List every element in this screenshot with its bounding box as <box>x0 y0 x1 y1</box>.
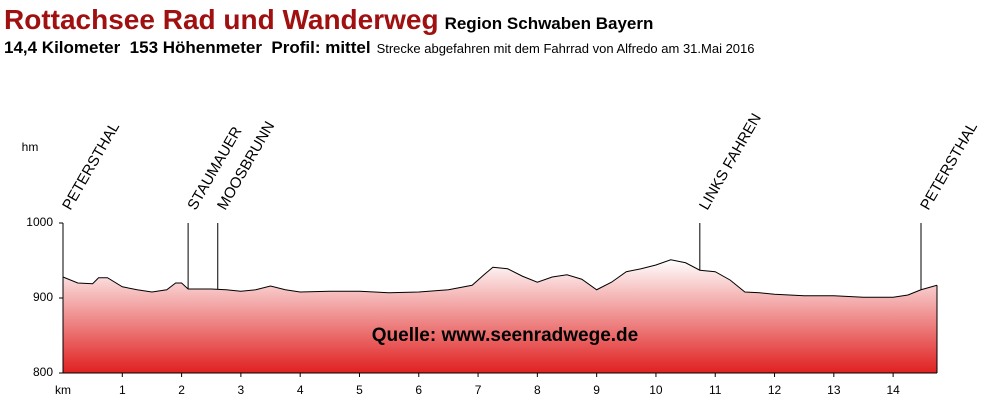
x-tick-label: 2 <box>178 383 185 397</box>
marker-label: PETERSTHAL <box>59 119 123 213</box>
x-tick-label: 1 <box>119 383 126 397</box>
x-axis-label: km <box>55 383 71 397</box>
x-tick-label: 4 <box>297 383 304 397</box>
marker-label: PETERSTHAL <box>917 119 981 213</box>
x-tick-label: 11 <box>709 383 722 397</box>
stats: 14,4 Kilometer 153 Höhenmeter Profil: mi… <box>4 38 371 57</box>
profile-area <box>63 259 937 373</box>
y-tick-label: 800 <box>33 365 53 379</box>
x-tick-label: 14 <box>886 383 900 397</box>
x-tick-label: 10 <box>649 383 663 397</box>
x-tick-label: 9 <box>593 383 600 397</box>
x-tick-label: 12 <box>768 383 782 397</box>
subtitle: Region Schwaben Bayern <box>444 14 654 33</box>
source: Quelle: www.seenradwege.de <box>372 325 638 346</box>
header: Rottachsee Rad und Wanderweg Region Schwa… <box>4 0 1000 59</box>
y-tick-label: 900 <box>33 290 53 304</box>
x-tick-label: 7 <box>475 383 482 397</box>
x-tick-label: 6 <box>415 383 422 397</box>
title-line: Rottachsee Rad und Wanderweg Region Schwa… <box>4 0 1000 38</box>
x-tick-label: 8 <box>534 383 541 397</box>
title: Rottachsee Rad und Wanderweg <box>4 4 439 35</box>
x-tick-label: 13 <box>827 383 841 397</box>
marker-label: LINKS FAHREN <box>696 111 765 213</box>
info-line: 14,4 Kilometer 153 Höhenmeter Profil: mi… <box>4 38 1000 59</box>
profile-line <box>62 259 938 298</box>
y-tick-label: 1000 <box>26 215 53 229</box>
x-tick-label: 3 <box>238 383 245 397</box>
y-axis-label: hm <box>22 140 39 154</box>
x-tick-label: 5 <box>356 383 363 397</box>
note: Strecke abgefahren mit dem Fahrrad von A… <box>376 41 755 56</box>
